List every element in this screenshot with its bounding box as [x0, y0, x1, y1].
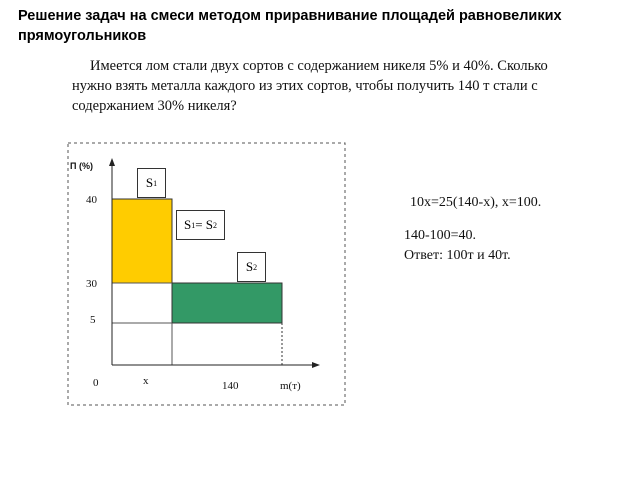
s-letter: S	[245, 259, 254, 274]
title: Решение задач на смеси методом приравнив…	[18, 8, 562, 44]
s-sub: 2	[213, 220, 218, 230]
problem-line: нужно взять металла каждого из этих сорт…	[72, 78, 538, 94]
s-letter: S	[183, 217, 192, 232]
arrow	[109, 158, 115, 166]
y-axis-label: П (%)	[70, 161, 93, 171]
y-label: 40	[86, 194, 97, 206]
y-label: 30	[86, 278, 97, 290]
s-sub: 1	[153, 178, 158, 188]
problem-line: Имеется лом стали двух сортов с содержан…	[90, 58, 548, 74]
equal-sign: =	[195, 217, 203, 232]
problem-line: содержанием 30% никеля?	[72, 98, 237, 114]
x-label: 140	[222, 380, 239, 392]
solution-line: 10x=25(140-x), x=100.	[410, 195, 542, 210]
s-letter: S	[205, 217, 214, 232]
s-letter: S	[145, 175, 154, 190]
s-sub: 1	[191, 220, 196, 230]
y-label: 5	[90, 314, 96, 326]
x-axis-label: m(т)	[280, 380, 301, 392]
yellow-rect	[111, 198, 173, 284]
solution-line: Ответ: 100т и 40т.	[404, 248, 511, 263]
x-label: x	[143, 375, 149, 387]
arrow	[312, 362, 320, 368]
green-rect	[171, 282, 283, 324]
solution-line: 140-100=40.	[404, 228, 477, 243]
dashed-frame	[67, 142, 346, 406]
x-label: 0	[93, 377, 99, 389]
s-sub: 2	[253, 262, 258, 272]
